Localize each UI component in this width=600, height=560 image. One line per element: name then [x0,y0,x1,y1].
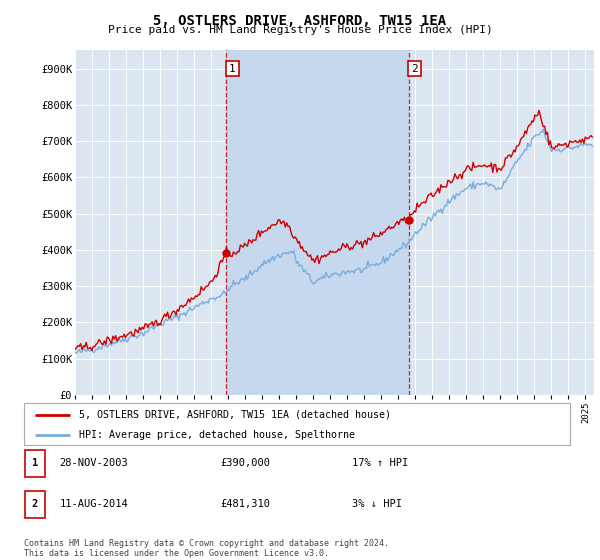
Text: 1: 1 [32,459,38,468]
Bar [226,50,409,395]
Text: 28-NOV-2003: 28-NOV-2003 [59,459,128,468]
Text: 1: 1 [229,63,236,73]
FancyBboxPatch shape [25,450,45,477]
Text: Price paid vs. HM Land Registry's House Price Index (HPI): Price paid vs. HM Land Registry's House … [107,25,493,35]
Text: £481,310: £481,310 [221,500,271,509]
Text: Contains HM Land Registry data © Crown copyright and database right 2024.
This d: Contains HM Land Registry data © Crown c… [24,539,389,558]
Text: HPI: Average price, detached house, Spelthorne: HPI: Average price, detached house, Spel… [79,430,355,440]
Text: 17% ↑ HPI: 17% ↑ HPI [352,459,408,468]
FancyBboxPatch shape [25,491,45,518]
Text: 2: 2 [411,63,418,73]
Text: 11-AUG-2014: 11-AUG-2014 [59,500,128,509]
Text: 5, OSTLERS DRIVE, ASHFORD, TW15 1EA (detached house): 5, OSTLERS DRIVE, ASHFORD, TW15 1EA (det… [79,409,391,419]
FancyBboxPatch shape [24,403,570,445]
Text: 2: 2 [32,500,38,509]
Text: 5, OSTLERS DRIVE, ASHFORD, TW15 1EA: 5, OSTLERS DRIVE, ASHFORD, TW15 1EA [154,14,446,28]
Text: 3% ↓ HPI: 3% ↓ HPI [352,500,401,509]
Text: £390,000: £390,000 [221,459,271,468]
